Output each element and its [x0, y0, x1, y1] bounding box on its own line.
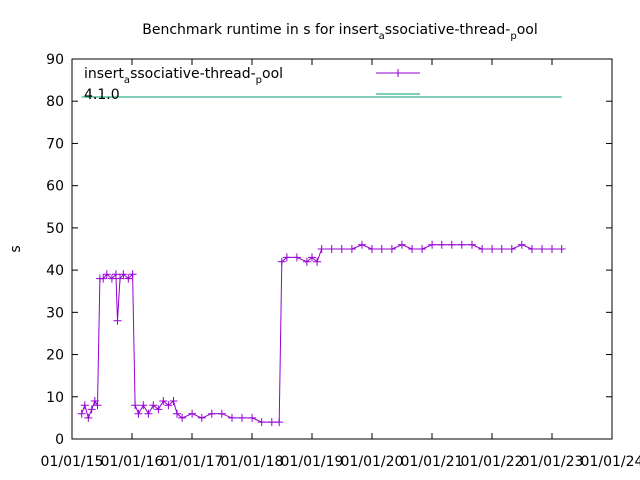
data-point: [144, 409, 153, 418]
data-point: [238, 413, 246, 422]
data-point: [228, 413, 236, 422]
data-point: [358, 240, 366, 249]
x-tick-label: 01/01/17: [161, 454, 224, 470]
data-point: [149, 401, 158, 410]
data-point: [116, 274, 124, 283]
data-point: [77, 409, 86, 418]
data-point: [397, 240, 406, 249]
data-point: [517, 240, 526, 249]
y-tick-label: 70: [46, 136, 64, 152]
data-point: [169, 397, 178, 405]
data-point: [277, 257, 286, 266]
data-point: [302, 257, 311, 266]
data-point: [113, 316, 122, 325]
y-tick-label: 90: [46, 52, 64, 68]
legend-marker-0: [394, 69, 402, 77]
data-point: [84, 413, 93, 422]
chart-title: Benchmark runtime in s for insertassocia…: [142, 22, 537, 42]
data-point: [507, 245, 516, 253]
data-point: [139, 401, 148, 410]
data-point: [282, 253, 291, 262]
data-point: [528, 245, 536, 253]
data-point: [102, 270, 111, 279]
data-point: [164, 401, 173, 410]
data-point: [154, 405, 163, 414]
data-point: [387, 245, 396, 253]
data-point: [90, 397, 99, 405]
y-axis: 0 10 20 30 40 50 60 70 80 90: [46, 52, 612, 448]
y-tick-label: 80: [46, 94, 64, 110]
x-tick-label: 01/01/21: [401, 454, 464, 470]
data-point: [327, 245, 336, 253]
x-tick-label: 01/01/19: [281, 454, 344, 470]
x-tick-label: 01/01/20: [341, 454, 404, 470]
data-point: [93, 401, 102, 410]
data-point: [478, 245, 487, 253]
data-point: [538, 245, 546, 253]
data-point: [119, 270, 128, 279]
y-tick-label: 10: [46, 390, 64, 406]
data-point: [428, 240, 437, 249]
x-tick-label: 01/01/16: [101, 454, 164, 470]
data-point: [548, 245, 556, 253]
y-tick-label: 40: [46, 263, 64, 279]
data-point: [248, 413, 257, 422]
data-point: [497, 245, 506, 253]
data-point: [368, 245, 376, 253]
data-point: [99, 274, 108, 283]
data-point: [308, 253, 316, 262]
x-tick-label: 01/01/22: [461, 454, 524, 470]
data-point: [173, 409, 181, 418]
data-point: [347, 245, 356, 253]
data-point: [128, 270, 137, 279]
data-point: [317, 245, 326, 253]
data-point: [488, 245, 497, 253]
x-tick-label: 01/01/24: [581, 454, 640, 470]
data-point: [313, 257, 322, 266]
data-point: [80, 401, 89, 410]
data-point: [197, 413, 206, 422]
series-layer: [77, 96, 566, 427]
x-tick-label: 01/01/18: [221, 454, 284, 470]
data-point: [377, 245, 386, 253]
data-point: [408, 245, 417, 253]
data-point: [267, 418, 276, 427]
series-line-0: [81, 244, 562, 423]
legend-label-0: insertassociative-thread-pool: [84, 66, 283, 86]
data-point: [457, 240, 466, 249]
data-point: [217, 409, 226, 418]
data-point: [257, 418, 266, 427]
data-point: [557, 245, 566, 253]
x-tick-label: 01/01/23: [521, 454, 584, 470]
y-tick-label: 30: [46, 305, 64, 321]
data-point: [131, 401, 140, 410]
data-point: [275, 418, 284, 427]
data-point: [337, 245, 346, 253]
data-point: [159, 397, 168, 405]
data-point: [178, 413, 187, 422]
data-point: [124, 274, 133, 283]
data-point: [87, 405, 96, 414]
data-point: [468, 240, 476, 249]
data-point: [437, 240, 446, 249]
data-point: [134, 409, 143, 418]
x-tick-label: 01/01/15: [41, 454, 104, 470]
data-point: [188, 409, 197, 418]
data-point: [418, 245, 427, 253]
data-point: [447, 240, 456, 249]
data-point: [207, 409, 216, 418]
data-point: [111, 270, 120, 279]
y-tick-label: 60: [46, 179, 64, 195]
data-point: [292, 253, 301, 262]
y-tick-label: 0: [55, 432, 64, 448]
y-tick-label: 50: [46, 221, 64, 237]
plot-frame: [71, 58, 613, 440]
data-point: [107, 274, 116, 283]
legend-label-1: 4.1.0: [84, 87, 120, 103]
legend: insertassociative-thread-pool 4.1.0: [84, 66, 420, 103]
x-axis: 01/01/1501/01/1601/01/1701/01/1801/01/19…: [41, 59, 640, 470]
y-tick-label: 20: [46, 348, 64, 364]
y-axis-label: s: [8, 245, 24, 252]
